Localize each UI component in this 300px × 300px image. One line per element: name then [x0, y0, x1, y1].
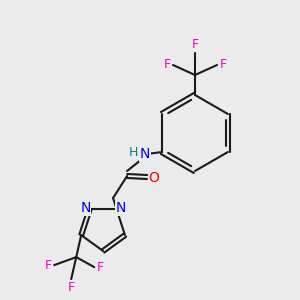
- Text: O: O: [149, 171, 160, 185]
- Text: H: H: [128, 146, 138, 160]
- Text: F: F: [45, 259, 52, 272]
- Text: F: F: [68, 280, 75, 294]
- Text: F: F: [219, 58, 226, 71]
- Text: N: N: [116, 201, 126, 215]
- Text: F: F: [164, 58, 171, 71]
- Text: F: F: [97, 261, 104, 274]
- Text: N: N: [140, 147, 150, 161]
- Text: F: F: [191, 38, 199, 52]
- Text: N: N: [80, 201, 91, 215]
